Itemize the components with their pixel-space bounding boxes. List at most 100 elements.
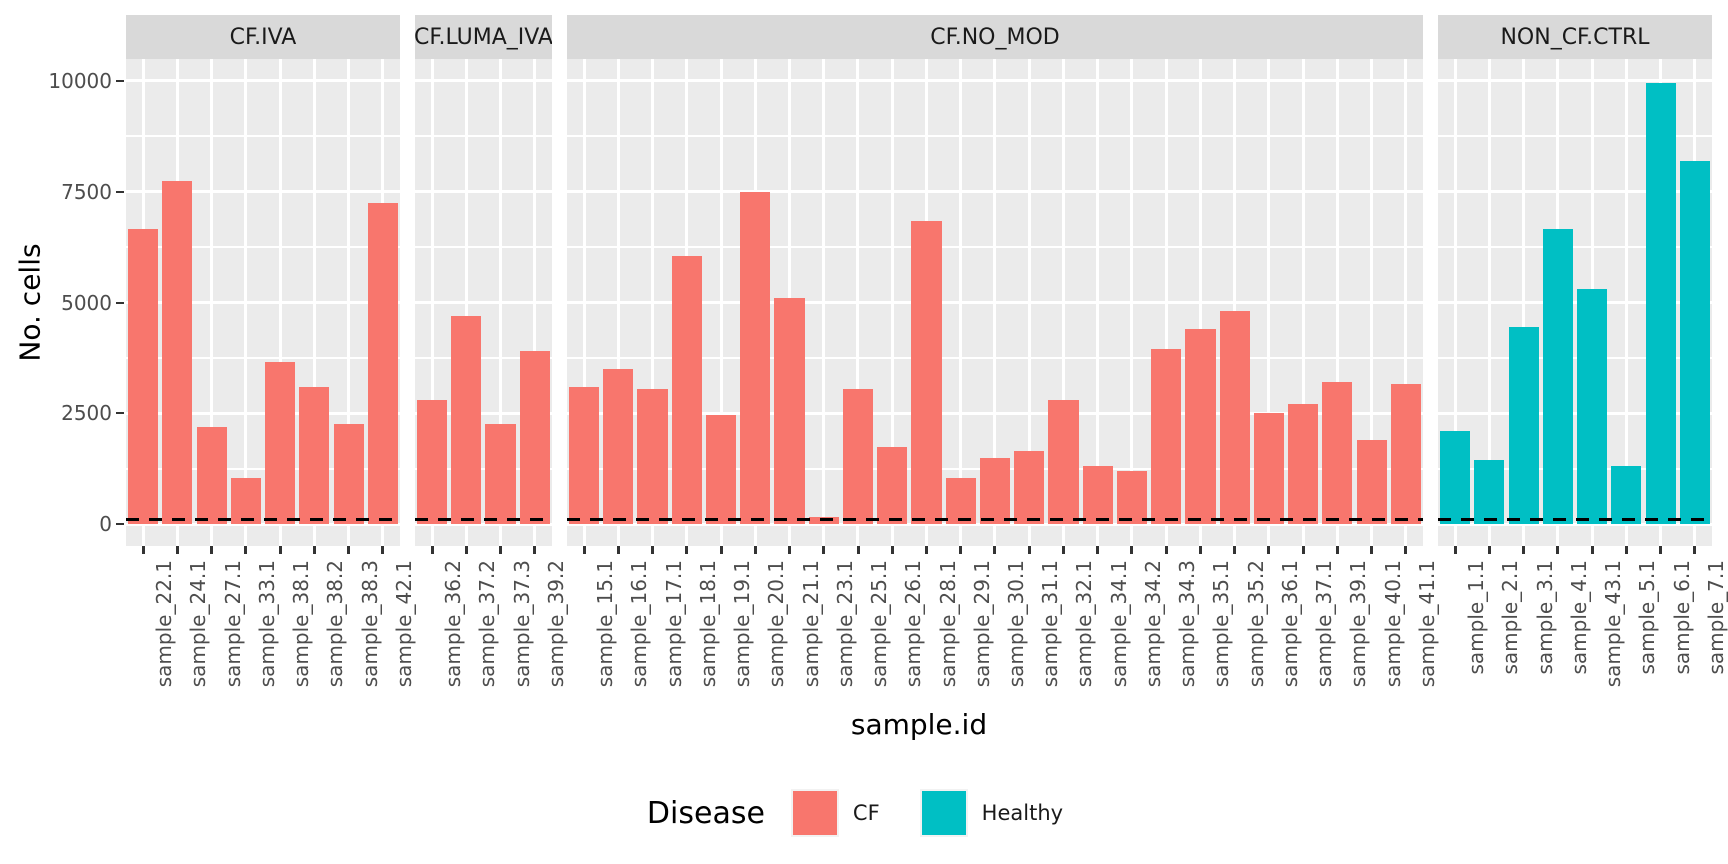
x-tick-mark [312,546,316,554]
x-tick-mark [533,546,537,554]
bar-sample_35.2 [1219,311,1250,525]
gridline-vertical [464,59,468,546]
gridline-vertical [1522,59,1526,546]
gridline-major [126,522,400,526]
gridline-major [126,190,400,194]
gridline-minor [1438,467,1712,470]
gridline-major [126,79,400,83]
x-tick-label-sample_1.1: sample_1.1 [1464,560,1489,675]
x-tick-mark [890,546,894,554]
x-tick-label-sample_41.1: sample_41.1 [1414,560,1439,688]
facet-panel-cf.iva [126,59,400,546]
gridline-vertical [244,59,248,546]
x-tick-label-sample_3.1: sample_3.1 [1532,560,1557,675]
legend: Disease CF Healthy [0,782,1728,844]
facet-strip-cf.no_mod: CF.NO_MOD [566,15,1424,59]
y-tick-mark [116,523,124,526]
bar-sample_38.1 [265,362,296,525]
gridline-vertical [312,59,316,546]
legend-title: Disease [646,795,765,831]
facet-panel-non_cf.ctrl [1438,59,1712,546]
gridline-vertical [1487,59,1491,546]
x-tick-label-sample_38.1: sample_38.1 [289,560,314,688]
gridline-major [414,522,552,526]
facet-strip-non_cf.ctrl: NON_CF.CTRL [1438,15,1712,59]
gridline-vertical [1370,59,1374,546]
bar-sample_5.1 [1611,466,1642,525]
bar-sample_30.1 [979,457,1011,525]
bar-sample_38.2 [299,386,330,525]
x-tick-mark [1659,546,1663,554]
facet-strip-label: CF.IVA [229,24,297,50]
x-tick-label-sample_6.1: sample_6.1 [1669,560,1694,675]
x-tick-label-sample_17.1: sample_17.1 [661,560,686,688]
bar-sample_34.1 [1082,466,1113,525]
bar-sample_37.3 [485,424,516,525]
gridline-minor [1438,246,1712,249]
facet-panel-cf.no_mod [566,59,1424,546]
bar-sample_2.1 [1474,459,1505,525]
gridline-vertical [533,59,537,546]
bar-sample_27.1 [196,426,227,525]
dashed-threshold-line [1438,518,1712,522]
bar-sample_33.1 [230,477,261,525]
bar-sample_37.2 [451,315,482,525]
x-tick-label-sample_20.1: sample_20.1 [764,560,789,688]
x-tick-label-sample_35.1: sample_35.1 [1209,560,1234,688]
x-tick-label-sample_26.1: sample_26.1 [901,560,926,688]
x-tick-label-sample_21.1: sample_21.1 [798,560,823,688]
x-tick-mark [464,546,468,554]
x-tick-mark [1301,546,1305,554]
x-tick-mark [1198,546,1202,554]
legend-entry-healthy: Healthy [919,789,1063,837]
x-tick-label-sample_27.1: sample_27.1 [220,560,245,688]
x-tick-label-sample_28.1: sample_28.1 [935,560,960,688]
x-tick-label-sample_34.3: sample_34.3 [1175,560,1200,688]
x-tick-mark [822,546,826,554]
bar-sample_1.1 [1440,431,1471,525]
gridline-major [414,411,552,415]
bar-sample_34.3 [1151,349,1182,525]
x-tick-label-sample_37.3: sample_37.3 [509,560,534,688]
gridline-vertical [278,59,282,546]
gridline-minor [126,246,400,249]
bar-sample_40.1 [1356,439,1387,525]
gridline-vertical [890,59,894,546]
bar-sample_42.1 [367,202,398,525]
gridline-vertical [347,59,351,546]
x-tick-label-sample_39.2: sample_39.2 [543,560,568,688]
bar-sample_16.1 [603,368,634,525]
legend-swatch-cf [790,789,839,837]
bar-sample_3.1 [1508,326,1539,525]
bar-sample_28.1 [911,220,942,525]
x-tick-mark [1061,546,1065,554]
bar-sample_15.1 [568,386,600,525]
x-tick-label-sample_2.1: sample_2.1 [1498,560,1523,675]
x-tick-label-sample_38.2: sample_38.2 [323,560,348,688]
gridline-vertical [499,59,503,546]
gridline-major [1438,79,1712,83]
gridline-major [126,301,400,304]
gridline-minor [414,467,552,470]
gridline-vertical [856,59,860,546]
y-tick-label: 10000 [48,68,112,93]
gridline-vertical [616,59,620,546]
y-tick-label: 0 [99,512,112,537]
x-tick-mark [244,546,248,554]
bar-sample_38.3 [333,424,364,525]
x-tick-mark [347,546,351,554]
gridline-major [1438,190,1712,194]
gridline-minor [414,246,552,249]
x-tick-mark [381,546,385,554]
x-tick-mark [651,546,655,554]
x-tick-label-sample_36.2: sample_36.2 [441,560,466,688]
x-tick-mark [1164,546,1168,554]
x-tick-mark [1404,546,1408,554]
x-tick-mark [1233,546,1237,554]
x-tick-mark [616,546,620,554]
x-tick-label-sample_34.1: sample_34.1 [1106,560,1131,688]
gridline-vertical [1624,59,1628,546]
facet-strip-label: NON_CF.CTRL [1500,24,1650,50]
x-tick-mark [685,546,689,554]
